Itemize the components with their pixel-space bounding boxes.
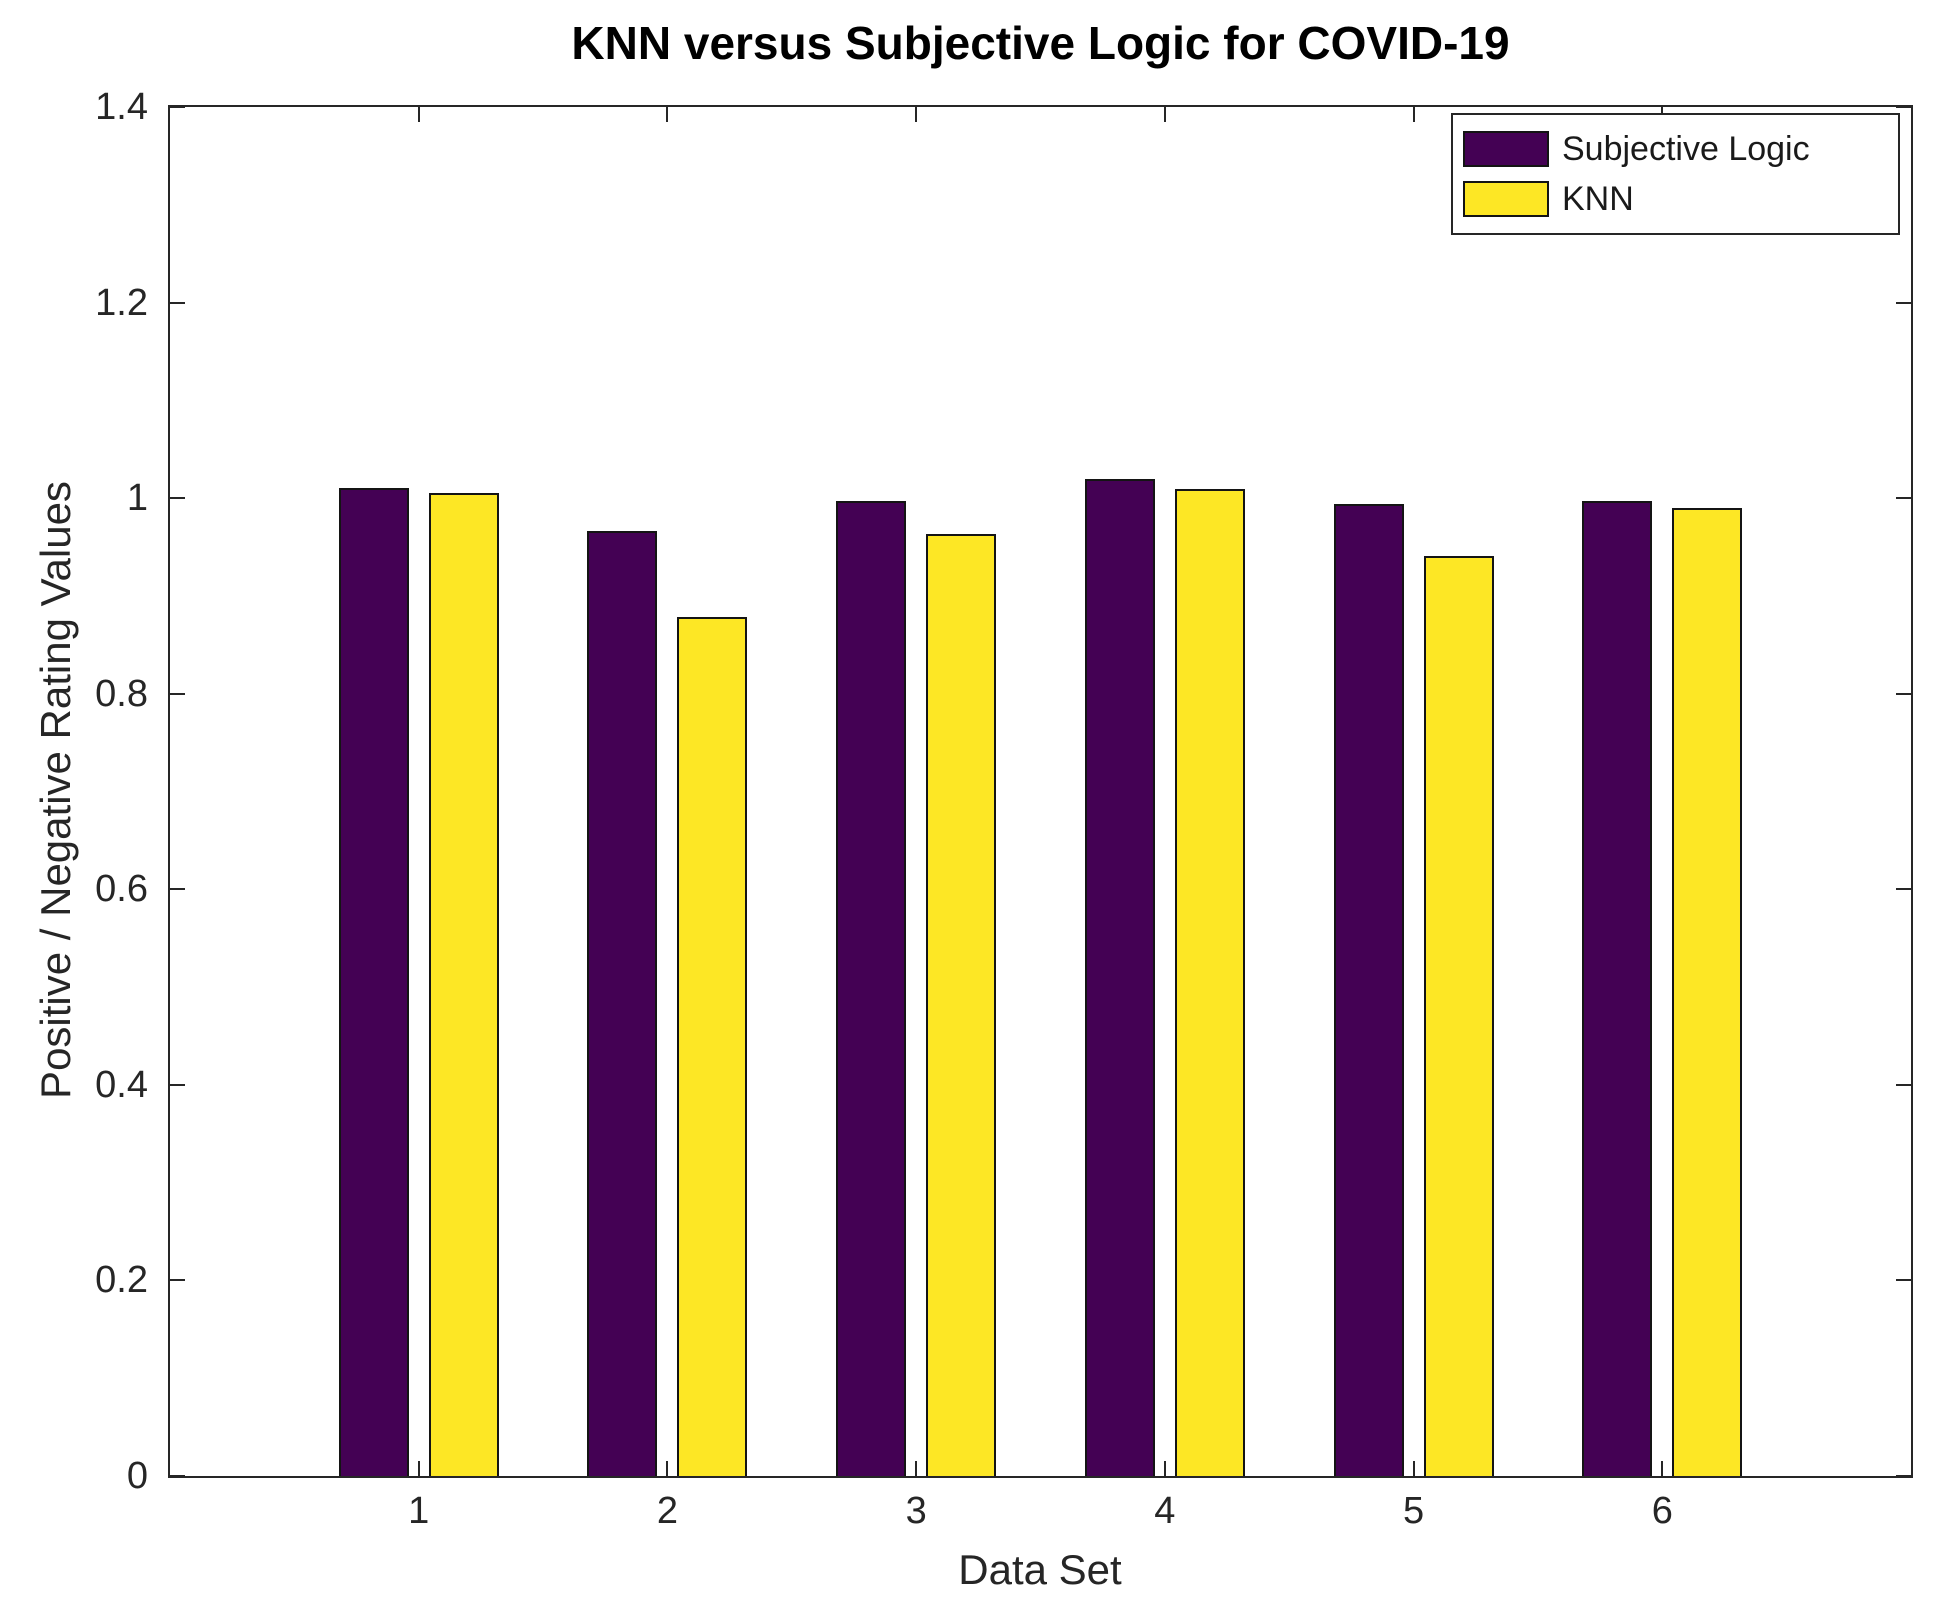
bar-knn-5 <box>1423 555 1494 1476</box>
y-tick-mark-right <box>1896 888 1911 891</box>
y-tick-label: 0.8 <box>95 672 148 715</box>
y-tick-mark <box>170 497 185 500</box>
x-tick-label: 6 <box>1651 1490 1673 1532</box>
legend-swatch-knn <box>1463 181 1549 217</box>
y-tick-mark <box>170 692 185 695</box>
bar-knn-4 <box>1174 489 1245 1476</box>
x-tick-mark-top <box>417 107 420 122</box>
y-tick-mark-right <box>1896 1475 1911 1477</box>
y-axis-label: Positive / Negative Rating Values <box>32 481 79 1099</box>
legend: Subjective Logic KNN <box>1451 113 1900 235</box>
x-tick-label: 1 <box>408 1490 430 1532</box>
y-tick-label: 0 <box>126 1455 148 1497</box>
y-tick-label: 1.4 <box>95 86 148 128</box>
legend-label: KNN <box>1562 180 1634 218</box>
x-tick-label: 3 <box>905 1490 927 1532</box>
y-tick-label: 0.2 <box>95 1259 148 1302</box>
bar-subjective-logic-6 <box>1582 501 1653 1476</box>
x-tick-mark <box>1412 1461 1415 1476</box>
x-tick-mark <box>1661 1461 1664 1476</box>
y-tick-mark <box>170 106 185 108</box>
bar-subjective-logic-3 <box>836 501 907 1476</box>
chart-title: KNN versus Subjective Logic for COVID-19 <box>571 17 1510 69</box>
x-tick-mark-top <box>1163 107 1166 122</box>
bar-knn-1 <box>428 493 499 1476</box>
y-tick-mark-right <box>1896 692 1911 695</box>
bar-subjective-logic-2 <box>587 531 658 1476</box>
x-tick-label: 2 <box>656 1490 678 1532</box>
legend-label: Subjective Logic <box>1562 130 1810 168</box>
x-tick-mark <box>666 1461 669 1476</box>
bar-subjective-logic-1 <box>338 488 409 1476</box>
y-tick-mark <box>170 301 185 304</box>
y-tick-mark <box>170 1279 185 1282</box>
y-tick-mark-right <box>1896 1083 1911 1086</box>
x-axis-label: Data Set <box>958 1546 1122 1593</box>
y-tick-label: 0.6 <box>95 868 148 911</box>
y-tick-mark-right <box>1896 1279 1911 1282</box>
bar-knn-2 <box>677 617 748 1476</box>
x-tick-label: 4 <box>1154 1490 1176 1532</box>
y-tick-mark <box>170 1475 185 1477</box>
bar-subjective-logic-5 <box>1333 504 1404 1476</box>
y-tick-mark-right <box>1896 301 1911 304</box>
legend-swatch-subjective-logic <box>1463 131 1549 167</box>
y-tick-mark-right <box>1896 106 1911 108</box>
x-tick-mark-top <box>1412 107 1415 122</box>
x-tick-mark <box>417 1461 420 1476</box>
x-tick-mark-top <box>666 107 669 122</box>
x-tick-mark <box>915 1461 918 1476</box>
plot-area: 0 0.2 0.4 0.6 0.8 1 1.2 1.4 1 2 3 4 5 6 <box>95 88 1913 1530</box>
y-tick-mark <box>170 888 185 891</box>
y-tick-mark-right <box>1896 497 1911 500</box>
bar-knn-3 <box>926 534 997 1476</box>
x-tick-mark <box>1163 1461 1166 1476</box>
x-tick-mark-top <box>915 107 918 122</box>
legend-item-knn: KNN <box>1453 181 1898 217</box>
bar-subjective-logic-4 <box>1084 478 1155 1476</box>
legend-item-subjective-logic: Subjective Logic <box>1453 131 1898 167</box>
y-tick-label: 1 <box>126 477 148 520</box>
bar-knn-6 <box>1672 507 1743 1476</box>
y-tick-mark <box>170 1083 185 1086</box>
y-tick-label: 0.4 <box>95 1063 148 1106</box>
x-tick-label: 5 <box>1402 1490 1425 1532</box>
y-tick-label: 1.2 <box>95 281 148 324</box>
